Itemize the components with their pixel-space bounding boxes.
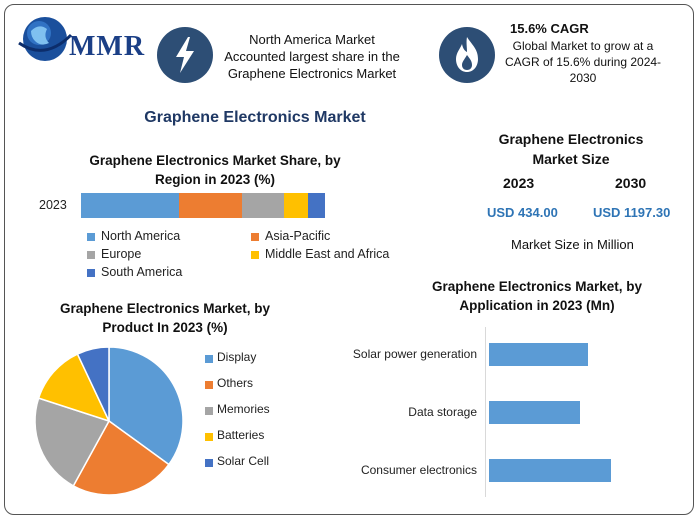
- application-axis-line: [485, 327, 486, 497]
- region-bar-segment-south-america: [307, 193, 325, 218]
- market-size-title: Graphene Electronics Market Size: [498, 131, 644, 167]
- lightning-icon-badge: [157, 27, 213, 83]
- region-legend-swatch-asia-pacific: [251, 233, 259, 241]
- region-bar-segment-asia-pacific: [178, 193, 243, 218]
- region-legend: North America Asia-Pacific Europe Middle Ea…: [87, 229, 407, 289]
- region-legend-label-middle-east-and-africa: Middle East and Africa: [265, 247, 390, 261]
- market-size-unit: Market Size in Million: [511, 237, 634, 252]
- product-legend-swatch-batteries: [205, 433, 213, 441]
- lightning-icon: [176, 37, 194, 73]
- product-legend-label-display: Display: [217, 350, 257, 364]
- region-legend-label-south-america: South America: [101, 265, 183, 279]
- globe-icon: [18, 17, 73, 61]
- header-region-line: Accounted largest share in the: [224, 49, 400, 64]
- pie-slice-memories: [34, 397, 111, 487]
- main-title: Graphene Electronics Market: [144, 109, 366, 126]
- region-legend-label-north-america: North America: [101, 229, 181, 243]
- region-bar-segment-middle-east-and-africa: [283, 193, 308, 218]
- region-chart-title: Graphene Electronics Market Share, by Re…: [89, 153, 341, 187]
- year-2030-label: 2030: [615, 175, 647, 191]
- application-bar-consumer-electronics: [489, 459, 612, 482]
- pie-slice-batteries: [37, 353, 111, 423]
- pie-slice-others: [72, 419, 170, 496]
- product-pie-chart: [34, 346, 184, 496]
- region-legend-label-asia-pacific: Asia-Pacific: [265, 229, 331, 243]
- region-legend-label-europe: Europe: [101, 247, 142, 261]
- region-legend-swatch-north-america: [87, 233, 95, 241]
- product-legend-label-batteries: Batteries: [217, 428, 265, 442]
- pie-slice-display: [108, 346, 184, 466]
- flame-icon: [456, 37, 478, 72]
- region-stacked-bar: [81, 193, 325, 218]
- value-2030: USD 1197.30: [593, 205, 671, 220]
- region-year-label: 2023: [39, 198, 67, 212]
- region-bar-segment-europe: [242, 193, 284, 218]
- header-cagr-text: 15.6% CAGR Global Market to grow at a CA…: [498, 21, 668, 86]
- product-legend: Display Others Memories Batteries Solar Cell: [205, 350, 305, 490]
- region-legend-swatch-south-america: [87, 269, 95, 277]
- flame-icon-badge: [439, 27, 495, 83]
- year-2023-label: 2023: [503, 175, 535, 191]
- header-region-line: Graphene Electronics Market: [227, 66, 397, 81]
- logo-text: MMR: [69, 31, 146, 62]
- product-legend-swatch-memories: [205, 407, 213, 415]
- application-label-data-storage: Data storage: [408, 405, 477, 419]
- cagr-line: Global Market to grow at a: [512, 39, 654, 53]
- product-legend-swatch-display: [205, 355, 213, 363]
- application-label-consumer-electronics: Consumer electronics: [360, 463, 477, 477]
- pie-slice-solar-cell: [76, 346, 110, 422]
- product-legend-swatch-solar-cell: [205, 459, 213, 467]
- cagr-line: CAGR of 15.6% during 2024-: [504, 55, 662, 69]
- cagr-title: 15.6% CAGR: [510, 21, 589, 36]
- application-label-solar-power-generation: Solar power generation: [352, 347, 477, 361]
- infographic-frame: MMR North America Market Accounted large…: [4, 4, 694, 515]
- region-bar-segment-north-america: [81, 193, 179, 218]
- application-chart-title: Graphene Electronics Market, by Applicat…: [431, 279, 643, 313]
- cagr-line: 2030: [569, 71, 597, 85]
- region-legend-swatch-middle-east-and-africa: [251, 251, 259, 259]
- header-region-text: North America Market Accounted largest s…: [217, 31, 407, 82]
- logo: MMR: [17, 13, 147, 65]
- application-bar-solar-power-generation: [489, 343, 588, 366]
- product-legend-label-memories: Memories: [217, 402, 270, 416]
- application-bar-chart: Solar power generation Data storage Consum…: [335, 327, 665, 497]
- header-region-line: North America Market: [249, 32, 375, 47]
- product-legend-label-others: Others: [217, 376, 254, 390]
- product-legend-swatch-others: [205, 381, 213, 389]
- product-legend-label-solar-cell: Solar Cell: [217, 454, 270, 468]
- value-2023: USD 434.00: [487, 205, 558, 220]
- application-bar-data-storage: [489, 401, 580, 424]
- product-chart-title: Graphene Electronics Market, by Product …: [59, 301, 271, 335]
- region-legend-swatch-europe: [87, 251, 95, 259]
